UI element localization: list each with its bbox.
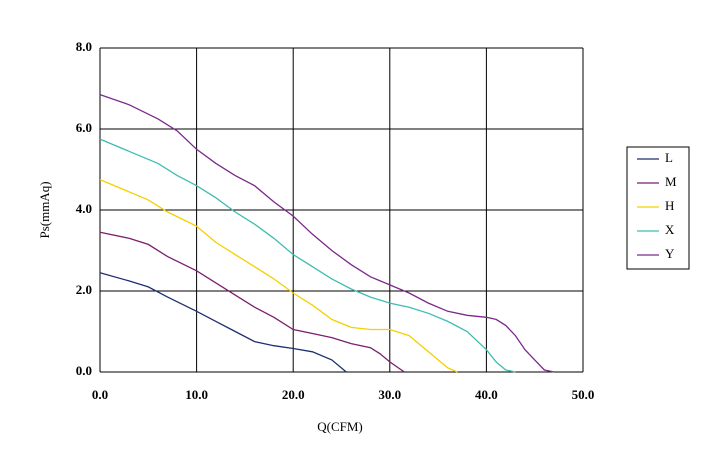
series-line <box>99 231 405 373</box>
x-tick-label: 0.0 <box>92 387 108 402</box>
series-line <box>99 272 347 373</box>
x-tick-label: 10.0 <box>185 387 208 402</box>
y-tick-label: 0.0 <box>76 363 92 378</box>
legend-box <box>626 146 690 270</box>
y-tick-label: 2.0 <box>76 282 92 297</box>
series-line <box>99 179 458 373</box>
series-line <box>99 138 516 373</box>
y-tick-label: 8.0 <box>76 39 92 54</box>
y-axis-label: Ps(mmAq) <box>37 181 52 238</box>
series-line <box>99 93 555 373</box>
x-tick-label: 40.0 <box>475 387 498 402</box>
legend-label: L <box>665 150 673 165</box>
legend-label: X <box>665 222 675 237</box>
y-tick-label: 4.0 <box>76 201 92 216</box>
x-tick-label: 20.0 <box>282 387 305 402</box>
y-tick-label: 6.0 <box>76 120 92 135</box>
legend-label: M <box>665 174 677 189</box>
x-axis-label: Q(CFM) <box>317 419 363 434</box>
x-tick-label: 50.0 <box>572 387 595 402</box>
legend-label: Y <box>665 246 675 261</box>
legend-label: H <box>665 198 674 213</box>
x-tick-label: 30.0 <box>378 387 401 402</box>
